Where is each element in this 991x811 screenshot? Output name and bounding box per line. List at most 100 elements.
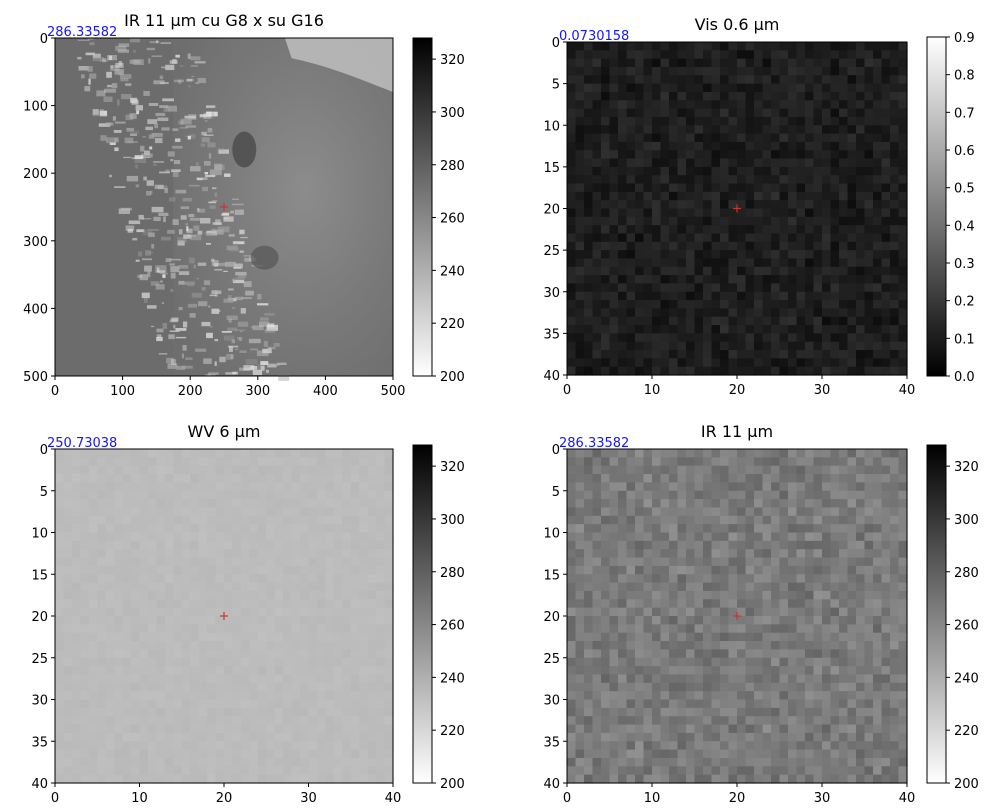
colorbar-tick-label: 320 (440, 53, 465, 68)
y-tick-label: 10 (31, 527, 48, 542)
y-tick-label: 25 (543, 244, 560, 259)
center-marker-3 (733, 612, 741, 620)
x-tick-label: 200 (178, 384, 203, 399)
y-tick-label: 35 (31, 735, 48, 750)
y-tick-label: 15 (543, 568, 560, 583)
x-tick-label: 30 (814, 791, 831, 806)
colorbar-tick-label: 0.6 (954, 144, 975, 159)
colorbar-tick-label: 0.4 (954, 219, 975, 234)
colorbar-tick-label: 260 (954, 619, 979, 634)
x-tick-label: 0 (563, 383, 571, 398)
colorbar-tick-label: 280 (954, 566, 979, 581)
image-heatmap-3 (567, 449, 908, 784)
center-marker-1 (733, 204, 741, 213)
axes-frame-0 (54, 37, 394, 377)
y-tick-label: 40 (543, 777, 560, 792)
colorbar-tick-label: 240 (440, 671, 465, 686)
y-tick-label: 500 (23, 370, 48, 385)
x-tick-label: 20 (729, 383, 746, 398)
colorbar-tick-label: 220 (954, 724, 979, 739)
y-tick-label: 0 (40, 32, 48, 47)
colorbar-tick-label: 200 (440, 777, 465, 792)
x-tick-label: 10 (644, 791, 661, 806)
x-tick-label: 300 (245, 384, 270, 399)
colorbar-tick-label: 260 (440, 619, 465, 634)
y-tick-label: 30 (543, 694, 560, 709)
x-tick-label: 40 (899, 383, 916, 398)
y-tick-label: 0 (40, 443, 48, 458)
y-tick-label: 25 (543, 652, 560, 667)
corner-value-1: 0.0730158 (559, 29, 629, 44)
corner-value-3: 286.33582 (559, 436, 629, 451)
y-tick-label: 5 (40, 485, 48, 500)
x-tick-label: 30 (814, 383, 831, 398)
colorbar-tick-label: 0.3 (954, 257, 975, 272)
y-tick-label: 5 (552, 485, 560, 500)
colorbar-tick-label: 220 (440, 317, 465, 332)
panel-title-2: WV 6 µm (188, 422, 261, 441)
colorbar-tick-label: 240 (440, 264, 465, 279)
center-marker-0 (220, 203, 228, 211)
colorbar-3: 200 220 240 260 280 300 320 (926, 444, 979, 792)
colorbar-tick-label: 280 (440, 159, 465, 174)
y-tick-label: 40 (543, 369, 560, 384)
y-tick-label: 15 (31, 568, 48, 583)
colorbar-tick-label: 200 (954, 777, 979, 792)
colorbar-tick-label: 240 (954, 671, 979, 686)
colorbar-tick-label: 0.2 (954, 295, 975, 310)
panel-title-0: IR 11 µm cu G8 x su G16 (124, 11, 324, 30)
panel-title-1: Vis 0.6 µm (695, 15, 780, 34)
colorbar-2: 200 220 240 260 280 300 320 (412, 444, 465, 792)
colorbar-tick-label: 0.1 (954, 332, 975, 347)
x-tick-label: 500 (381, 384, 406, 399)
colorbar-tick-label: 300 (440, 513, 465, 528)
x-tick-label: 40 (385, 791, 402, 806)
x-tick-label: 40 (899, 791, 916, 806)
y-tick-label: 35 (543, 735, 560, 750)
image-heatmap-1 (567, 42, 908, 376)
colorbar-tick-label: 0.0 (954, 370, 975, 385)
colorbar-tick-label: 320 (954, 460, 979, 475)
y-tick-label: 30 (543, 286, 560, 301)
colorbar-tick-label: 0.5 (954, 182, 975, 197)
x-tick-label: 20 (216, 791, 233, 806)
y-tick-label: 15 (543, 161, 560, 176)
y-tick-label: 5 (552, 78, 560, 93)
corner-value-2: 250.73038 (47, 436, 117, 451)
y-tick-label: 20 (31, 610, 48, 625)
x-tick-label: 30 (300, 791, 317, 806)
x-tick-label: 0 (563, 791, 571, 806)
y-tick-label: 300 (23, 235, 48, 250)
colorbar-tick-label: 0.7 (954, 106, 975, 121)
x-tick-label: 10 (131, 791, 148, 806)
image-heatmap-0 (55, 38, 393, 381)
corner-value-0: 286.33582 (47, 25, 117, 40)
y-tick-label: 0 (552, 443, 560, 458)
colorbar-tick-label: 200 (440, 370, 465, 385)
colorbar-tick-label: 280 (440, 566, 465, 581)
center-marker-2 (220, 612, 228, 620)
x-tick-label: 10 (644, 383, 661, 398)
y-tick-label: 10 (543, 119, 560, 134)
y-tick-label: 25 (31, 652, 48, 667)
x-tick-label: 0 (51, 384, 59, 399)
x-tick-label: 20 (729, 791, 746, 806)
y-tick-label: 40 (31, 777, 48, 792)
y-tick-label: 100 (23, 100, 48, 115)
y-tick-label: 35 (543, 327, 560, 342)
colorbar-tick-label: 260 (440, 212, 465, 227)
colorbar-tick-label: 300 (954, 513, 979, 528)
y-tick-label: 30 (31, 694, 48, 709)
colorbar-tick-label: 0.9 (954, 31, 975, 46)
colorbar-0: 200 220 240 260 280 300 320 (412, 37, 465, 385)
y-tick-label: 0 (552, 36, 560, 51)
colorbar-tick-label: 0.8 (954, 69, 975, 84)
y-tick-label: 20 (543, 203, 560, 218)
panel-title-3: IR 11 µm (701, 422, 773, 441)
x-tick-label: 0 (51, 791, 59, 806)
